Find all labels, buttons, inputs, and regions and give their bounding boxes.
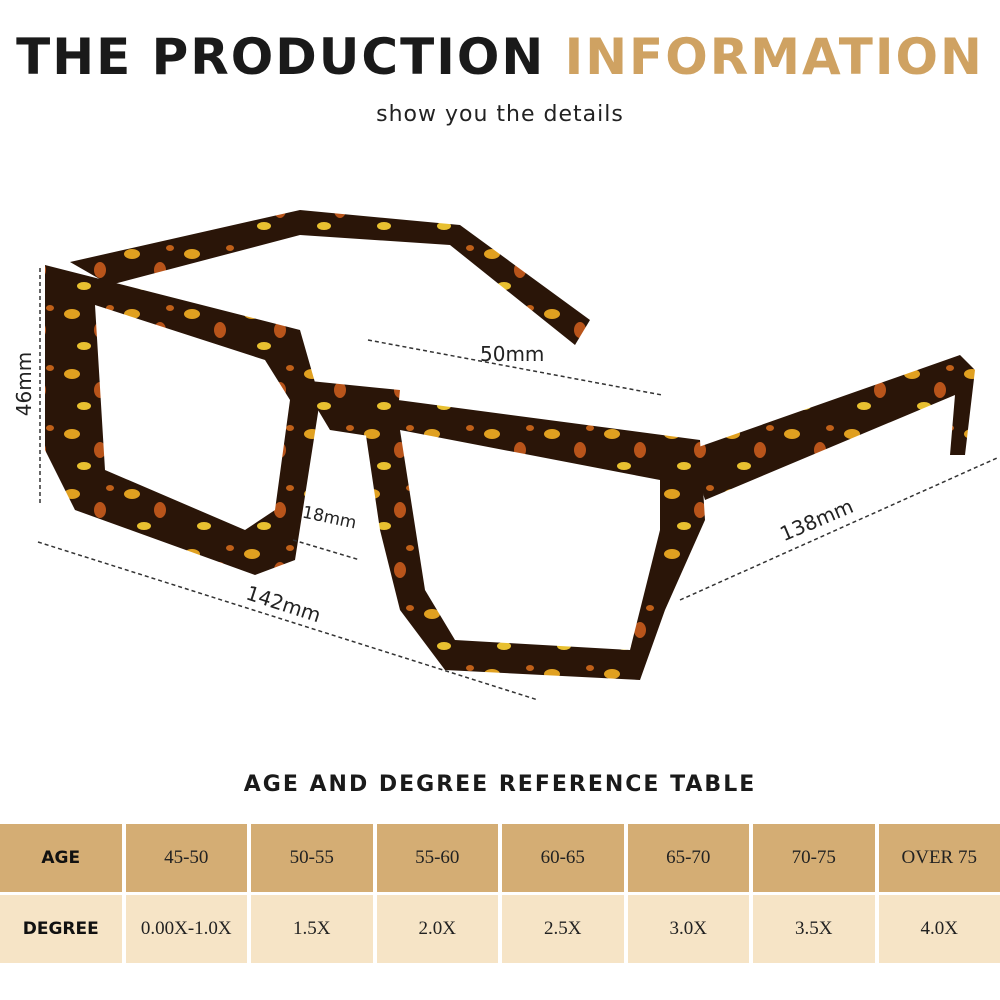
age-cell: 70-75 bbox=[753, 824, 875, 892]
degree-row: DEGREE 0.00X-1.0X 1.5X 2.0X 2.5X 3.0X 3.… bbox=[0, 895, 1000, 963]
age-cell: 55-60 bbox=[376, 824, 498, 892]
right-rim bbox=[360, 395, 705, 680]
age-cell: 65-70 bbox=[627, 824, 749, 892]
age-cell: 60-65 bbox=[502, 824, 624, 892]
reference-table: AGE 45-50 50-55 55-60 60-65 65-70 70-75 … bbox=[0, 824, 1000, 966]
degree-cell: 3.5X bbox=[753, 895, 875, 963]
dimension-lines bbox=[37, 268, 998, 701]
age-cell: 50-55 bbox=[251, 824, 373, 892]
table-title: AGE AND DEGREE REFERENCE TABLE bbox=[243, 772, 757, 797]
lens-width-label: 50mm bbox=[480, 342, 545, 366]
far-temple bbox=[70, 210, 590, 345]
degree-cell: 4.0X bbox=[878, 895, 1000, 963]
degree-cell: 2.0X bbox=[376, 895, 498, 963]
glasses-illustration bbox=[37, 210, 998, 701]
lens-height-label: 46mm bbox=[12, 351, 37, 417]
degree-cell: 1.5X bbox=[251, 895, 373, 963]
age-cell: OVER 75 bbox=[878, 824, 1000, 892]
degree-cell: 3.0X bbox=[627, 895, 749, 963]
title-gold: INFORMATION bbox=[564, 28, 984, 86]
age-row: AGE 45-50 50-55 55-60 60-65 65-70 70-75 … bbox=[0, 824, 1000, 892]
age-cell: 45-50 bbox=[125, 824, 247, 892]
page-title: THE PRODUCTION INFORMATION bbox=[0, 28, 1000, 86]
title-dark: THE PRODUCTION bbox=[16, 28, 546, 86]
subtitle: show you the details bbox=[376, 102, 624, 127]
near-temple bbox=[690, 355, 975, 500]
left-rim bbox=[45, 265, 320, 575]
degree-cell: 0.00X-1.0X bbox=[125, 895, 247, 963]
row-label: DEGREE bbox=[0, 895, 122, 963]
row-label: AGE bbox=[0, 824, 122, 892]
degree-cell: 2.5X bbox=[502, 895, 624, 963]
